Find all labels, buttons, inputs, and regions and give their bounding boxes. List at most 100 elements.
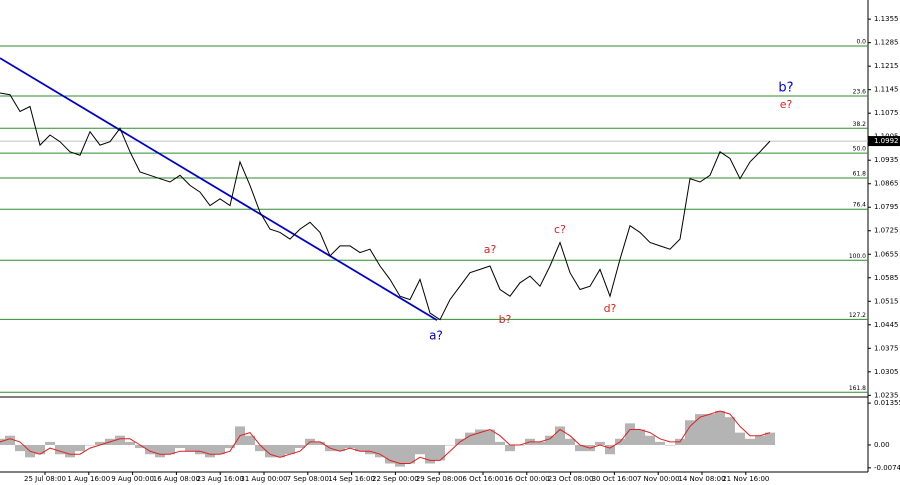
osc-bar bbox=[155, 444, 165, 458]
fib-label: 0.0 bbox=[856, 39, 866, 46]
y-tick-label: 1.0865 bbox=[874, 180, 899, 188]
osc-bar bbox=[125, 441, 135, 445]
y-tick-label: 1.0305 bbox=[874, 368, 899, 376]
wave-label: e? bbox=[780, 98, 793, 111]
y-tick-label: 1.0655 bbox=[874, 250, 899, 258]
osc-bar bbox=[85, 444, 95, 446]
osc-bar bbox=[195, 444, 205, 455]
y-tick-label: 1.0585 bbox=[874, 274, 899, 282]
osc-bar bbox=[145, 444, 155, 455]
x-tick-label: 22 Sep 00:00 bbox=[372, 475, 419, 483]
y-tick-label: 1.1145 bbox=[874, 86, 899, 94]
x-tick-label: 7 Nov 00:00 bbox=[637, 475, 680, 483]
osc-bar bbox=[75, 444, 85, 452]
osc-bar bbox=[725, 417, 735, 445]
wave-label: d? bbox=[604, 302, 617, 315]
x-tick-label: 6 Oct 16:00 bbox=[462, 475, 503, 483]
x-tick-label: 30 Oct 16:00 bbox=[592, 475, 638, 483]
osc-bar bbox=[575, 444, 585, 452]
x-tick-label: 14 Nov 08:00 bbox=[678, 475, 725, 483]
osc-bar bbox=[385, 444, 395, 464]
osc-bar bbox=[695, 414, 705, 445]
osc-bar bbox=[555, 426, 565, 445]
y-tick-label: 1.1355 bbox=[874, 15, 899, 23]
osc-bar bbox=[185, 444, 195, 452]
osc-bar bbox=[735, 432, 745, 445]
osc-bar bbox=[655, 441, 665, 445]
osc-bar bbox=[485, 429, 495, 445]
last-price-box bbox=[868, 136, 900, 147]
osc-bar bbox=[95, 441, 105, 445]
osc-bar bbox=[295, 444, 305, 449]
osc-bar bbox=[565, 438, 575, 445]
osc-bar bbox=[225, 444, 235, 449]
fib-label: 100.0 bbox=[849, 253, 866, 260]
osc-bar bbox=[705, 414, 715, 445]
fib-label: 61.8 bbox=[853, 171, 867, 178]
osc-bar bbox=[315, 441, 325, 445]
osc-bar bbox=[405, 444, 415, 464]
osc-bar bbox=[765, 432, 775, 445]
y-tick-label: 1.1215 bbox=[874, 62, 899, 70]
osc-bar bbox=[365, 444, 375, 455]
fib-label: 23.6 bbox=[853, 89, 867, 96]
x-tick-label: 23 Oct 08:00 bbox=[548, 475, 594, 483]
y-tick-label: 1.0515 bbox=[874, 297, 899, 305]
fib-label: 161.8 bbox=[849, 385, 866, 392]
wave-label: b? bbox=[778, 81, 793, 96]
osc-bar bbox=[375, 444, 385, 458]
osc-tick-label: -0.0074 bbox=[874, 464, 900, 472]
wave-label: c? bbox=[554, 223, 566, 236]
fib-label: 127.2 bbox=[849, 312, 866, 319]
osc-bar bbox=[55, 444, 65, 455]
x-tick-label: 7 Sep 08:00 bbox=[287, 475, 329, 483]
x-tick-label: 29 Sep 08:00 bbox=[416, 475, 463, 483]
x-tick-label: 21 Nov 16:00 bbox=[722, 475, 769, 483]
x-tick-label: 23 Aug 16:00 bbox=[197, 475, 244, 483]
osc-bar bbox=[635, 429, 645, 445]
osc-bar bbox=[435, 444, 445, 461]
osc-signal bbox=[0, 410, 771, 464]
osc-bar bbox=[135, 444, 145, 449]
osc-bar bbox=[0, 438, 5, 445]
osc-bar bbox=[345, 444, 355, 449]
osc-bar bbox=[115, 435, 125, 445]
x-tick-label: 14 Sep 16:00 bbox=[328, 475, 375, 483]
price-line bbox=[0, 92, 771, 321]
osc-bar bbox=[245, 435, 255, 445]
osc-bar bbox=[415, 444, 425, 455]
x-tick-label: 16 Oct 00:00 bbox=[504, 475, 550, 483]
osc-bar bbox=[465, 432, 475, 445]
last-price-label: 1.0992 bbox=[874, 137, 899, 145]
y-tick-label: 1.1075 bbox=[874, 109, 899, 117]
osc-bar bbox=[605, 444, 615, 455]
x-tick-label: 31 Aug 00:00 bbox=[240, 475, 287, 483]
osc-bar bbox=[5, 435, 15, 445]
wave-label: a? bbox=[429, 329, 443, 343]
y-tick-label: 1.0235 bbox=[874, 391, 899, 399]
wave-label: b? bbox=[499, 313, 512, 326]
y-tick-label: 1.0375 bbox=[874, 344, 899, 352]
trend-line bbox=[0, 57, 438, 321]
osc-bar bbox=[685, 420, 695, 445]
x-tick-label: 25 Jul 08:00 bbox=[24, 475, 66, 483]
osc-bar bbox=[35, 444, 45, 455]
x-tick-label: 16 Aug 08:00 bbox=[153, 475, 200, 483]
osc-bar bbox=[45, 441, 55, 445]
fib-label: 76.4 bbox=[853, 202, 867, 209]
y-tick-label: 1.0445 bbox=[874, 321, 899, 329]
osc-bar bbox=[65, 444, 75, 458]
y-tick-label: 1.0725 bbox=[874, 227, 899, 235]
osc-bar bbox=[335, 444, 345, 452]
osc-bar bbox=[745, 438, 755, 445]
osc-bar bbox=[505, 444, 515, 452]
osc-bar bbox=[165, 444, 175, 455]
fib-label: 38.2 bbox=[853, 121, 867, 128]
osc-bar bbox=[15, 444, 25, 452]
x-tick-label: 1 Aug 16:00 bbox=[67, 475, 110, 483]
osc-tick-label: 0.01355 bbox=[874, 399, 900, 407]
fib-label: 50.0 bbox=[853, 146, 867, 153]
osc-bar bbox=[665, 444, 675, 446]
